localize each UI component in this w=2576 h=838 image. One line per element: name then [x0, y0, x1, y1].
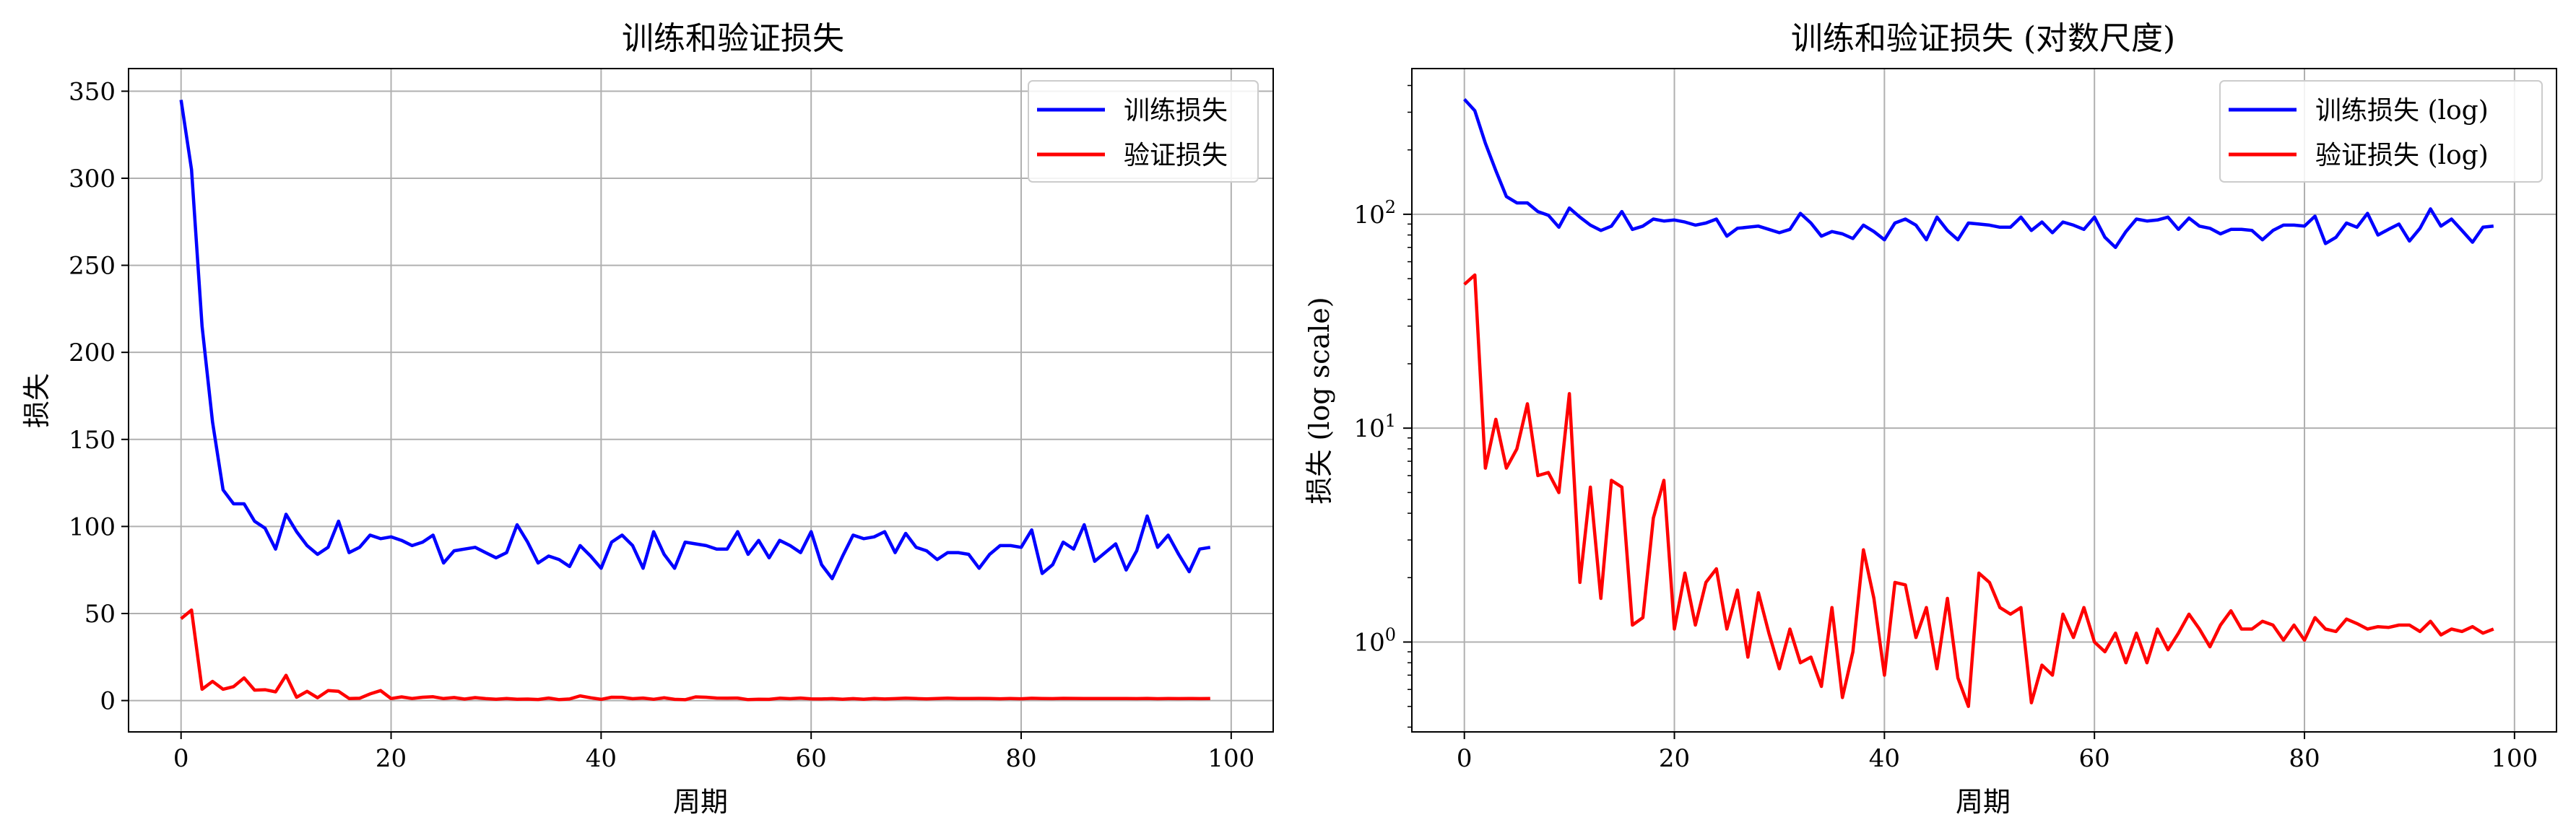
y-axis-label: 损失 (log scale) [1304, 297, 1335, 504]
y-tick-label: 101 [1353, 411, 1396, 443]
y-tick-label: 150 [69, 426, 116, 455]
series-line-val [1463, 273, 2494, 708]
x-tick-label: 0 [1457, 744, 1473, 773]
y-tick-label: 100 [1353, 624, 1396, 657]
x-ticks: 0 20 40 60 80 100 [173, 732, 1254, 773]
legend-box [2219, 80, 2543, 183]
x-tick-label: 40 [586, 744, 617, 773]
series-line-train [1463, 97, 2494, 250]
x-axis-label: 周期 [673, 786, 728, 818]
y-tick-label: 300 [69, 165, 116, 193]
y-ticks: 0 50 100 150 200 250 300 350 [69, 77, 129, 716]
legend-box [1028, 80, 1259, 183]
y-ticks: 100 101 102 [1353, 84, 1412, 728]
lines-left [179, 100, 1211, 702]
grid-right [1412, 69, 2557, 732]
y-tick-label: 200 [69, 339, 116, 367]
y-tick-label: 350 [69, 77, 116, 106]
legend-label-train: 训练损失 [1124, 96, 1228, 126]
x-tick-label: 40 [1869, 744, 1900, 773]
series-line-val [180, 608, 1210, 702]
x-tick-label: 0 [173, 744, 189, 773]
plot-frame [128, 68, 1274, 733]
series-line-train [179, 100, 1211, 580]
y-tick-label: 0 [100, 687, 116, 716]
x-tick-label: 60 [2079, 744, 2110, 773]
lines-right [1463, 97, 2494, 708]
x-ticks: 0 20 40 60 80 100 [1457, 732, 2538, 773]
legend-label-val: 验证损失 (log) [2315, 141, 2489, 170]
chart-linear: 训练和验证损失 0 20 40 60 80 100 0 50 100 150 200 250 300 3… [21, 20, 1274, 818]
y-axis-label: 损失 [21, 373, 53, 428]
y-tick-label: 50 [84, 600, 116, 629]
legend-label-val: 验证损失 [1124, 141, 1228, 170]
x-tick-label: 100 [2491, 744, 2538, 773]
chart-title: 训练和验证损失 [622, 20, 844, 57]
legend-label-train: 训练损失 (log) [2315, 96, 2489, 126]
x-tick-label: 20 [1659, 744, 1690, 773]
y-tick-label: 102 [1353, 197, 1396, 230]
x-tick-label: 80 [2289, 744, 2320, 773]
x-tick-label: 100 [1207, 744, 1254, 773]
chart-log: 训练和验证损失 (对数尺度) 0 20 40 60 80 100 100 101 102 周期… [1304, 20, 2557, 818]
chart-title: 训练和验证损失 (对数尺度) [1791, 20, 2175, 57]
x-axis-label: 周期 [1956, 786, 2011, 818]
plot-frame [1411, 68, 2557, 733]
x-tick-label: 20 [376, 744, 407, 773]
legend: 训练损失 验证损失 [1028, 80, 1259, 183]
x-tick-label: 80 [1005, 744, 1036, 773]
legend: 训练损失 (log) 验证损失 (log) [2219, 80, 2543, 183]
x-tick-label: 60 [796, 744, 827, 773]
y-tick-label: 100 [69, 512, 116, 541]
y-tick-label: 250 [69, 252, 116, 281]
